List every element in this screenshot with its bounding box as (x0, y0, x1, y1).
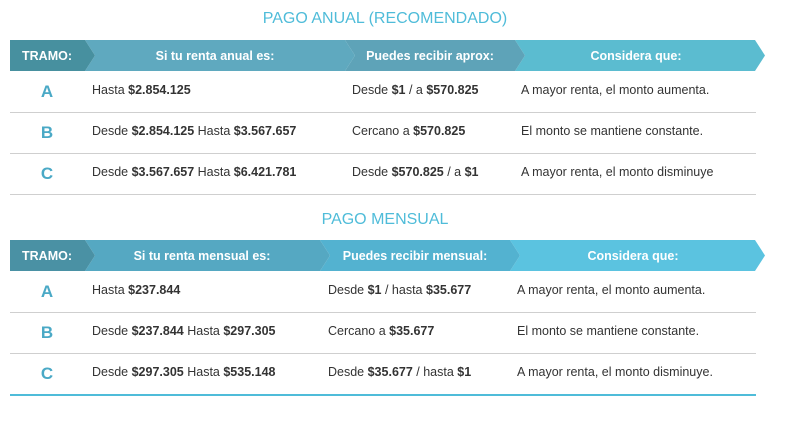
header-cell: TRAMO: (22, 48, 72, 63)
header-segment (10, 40, 95, 71)
table-cell: Cercano a $35.677 (328, 324, 434, 338)
tramo-letter: A (40, 281, 54, 301)
amount: $3.567.657 (233, 123, 297, 138)
row-divider (10, 194, 756, 195)
section-title: PAGO MENSUAL (321, 211, 449, 228)
amount: $2.854.125 (131, 123, 195, 138)
amount: $297.305 (131, 364, 184, 379)
text: / hasta (412, 364, 458, 379)
table-cell: Desde $570.825 / a $1 (352, 165, 479, 179)
text: / hasta (381, 282, 426, 297)
table-cell: Desde $237.844 Hasta $297.305 (92, 324, 276, 338)
amount: $535.148 (223, 364, 276, 379)
text: Desde (92, 123, 132, 138)
text: Desde (352, 82, 392, 97)
table-cell: Desde $297.305 Hasta $535.148 (92, 365, 276, 379)
amount: $35.677 (426, 282, 472, 297)
header-segment (10, 240, 95, 271)
table-cell: A mayor renta, el monto disminuye (521, 165, 713, 179)
header-cell: Considera que: (590, 48, 682, 63)
text: Desde (92, 323, 132, 338)
row-divider (10, 312, 756, 313)
text: Hasta (183, 364, 224, 379)
table-cell: Desde $1 / a $570.825 (352, 83, 479, 97)
text: A mayor renta, el monto disminuye. (517, 364, 713, 379)
amount: $35.677 (389, 323, 435, 338)
table-cell: A mayor renta, el monto aumenta. (517, 283, 705, 297)
amount: $1 (391, 82, 406, 97)
text: Desde (328, 282, 368, 297)
header-cell: Si tu renta mensual es: (133, 248, 271, 263)
amount: $297.305 (223, 323, 276, 338)
header-segment (85, 240, 330, 271)
amount: $237.844 (128, 282, 181, 297)
tramo-letter: B (40, 322, 54, 342)
amount: $570.825 (413, 123, 466, 138)
text: Hasta (183, 323, 224, 338)
table-cell: A mayor renta, el monto aumenta. (521, 83, 709, 97)
table-cell: Desde $35.677 / hasta $1 (328, 365, 471, 379)
amount: $35.677 (367, 364, 413, 379)
row-divider (10, 112, 756, 113)
text: / a (405, 82, 427, 97)
amount: $570.825 (426, 82, 479, 97)
text: Cercano a (328, 323, 390, 338)
amount: $1 (367, 282, 382, 297)
text: A mayor renta, el monto aumenta. (521, 82, 710, 97)
text: / a (443, 164, 465, 179)
table-cell: Desde $1 / hasta $35.677 (328, 283, 471, 297)
amount: $6.421.781 (233, 164, 297, 179)
tramo-letter: B (40, 122, 54, 142)
table-cell: Desde $2.854.125 Hasta $3.567.657 (92, 124, 296, 138)
amount: $237.844 (131, 323, 184, 338)
text: Desde (92, 364, 132, 379)
text: Hasta (92, 82, 129, 97)
header-segment (85, 40, 355, 71)
table-cell: El monto se mantiene constante. (517, 324, 699, 338)
header-cell: Puedes recibir aprox: (366, 48, 494, 63)
amount: $3.567.657 (131, 164, 195, 179)
table-cell: Cercano a $570.825 (352, 124, 465, 138)
header-cell: TRAMO: (22, 248, 72, 263)
tramo-letter: A (40, 81, 54, 101)
amount: $1 (464, 164, 479, 179)
header-segment (345, 40, 525, 71)
table-cell: El monto se mantiene constante. (521, 124, 703, 138)
header-cell: Considera que: (587, 248, 679, 263)
text: Desde (92, 164, 132, 179)
header-cell: Puedes recibir mensual: (342, 248, 488, 263)
tramo-letter: C (40, 363, 54, 383)
row-divider (10, 153, 756, 154)
text: El monto se mantiene constante. (517, 323, 700, 338)
text: Hasta (92, 282, 129, 297)
table-cell: Hasta $237.844 (92, 283, 180, 297)
amount: $1 (457, 364, 472, 379)
table-cell: Desde $3.567.657 Hasta $6.421.781 (92, 165, 296, 179)
row-divider (10, 394, 756, 396)
text: Cercano a (352, 123, 414, 138)
text: Desde (352, 164, 392, 179)
text: A mayor renta, el monto aumenta. (517, 282, 706, 297)
text: El monto se mantiene constante. (521, 123, 704, 138)
text: Hasta (194, 123, 234, 138)
header-segment (515, 40, 765, 71)
table-cell: A mayor renta, el monto disminuye. (517, 365, 713, 379)
text: Hasta (194, 164, 234, 179)
row-divider (10, 353, 756, 354)
table-cell: Hasta $2.854.125 (92, 83, 191, 97)
header-segment (320, 240, 520, 271)
section-title: PAGO ANUAL (RECOMENDADO) (262, 10, 508, 27)
header-segment (510, 240, 765, 271)
text: A mayor renta, el monto disminuye (521, 164, 714, 179)
amount: $570.825 (391, 164, 444, 179)
tramo-letter: C (40, 163, 54, 183)
amount: $2.854.125 (128, 82, 191, 97)
text: Desde (328, 364, 368, 379)
header-cell: Si tu renta anual es: (155, 48, 275, 63)
